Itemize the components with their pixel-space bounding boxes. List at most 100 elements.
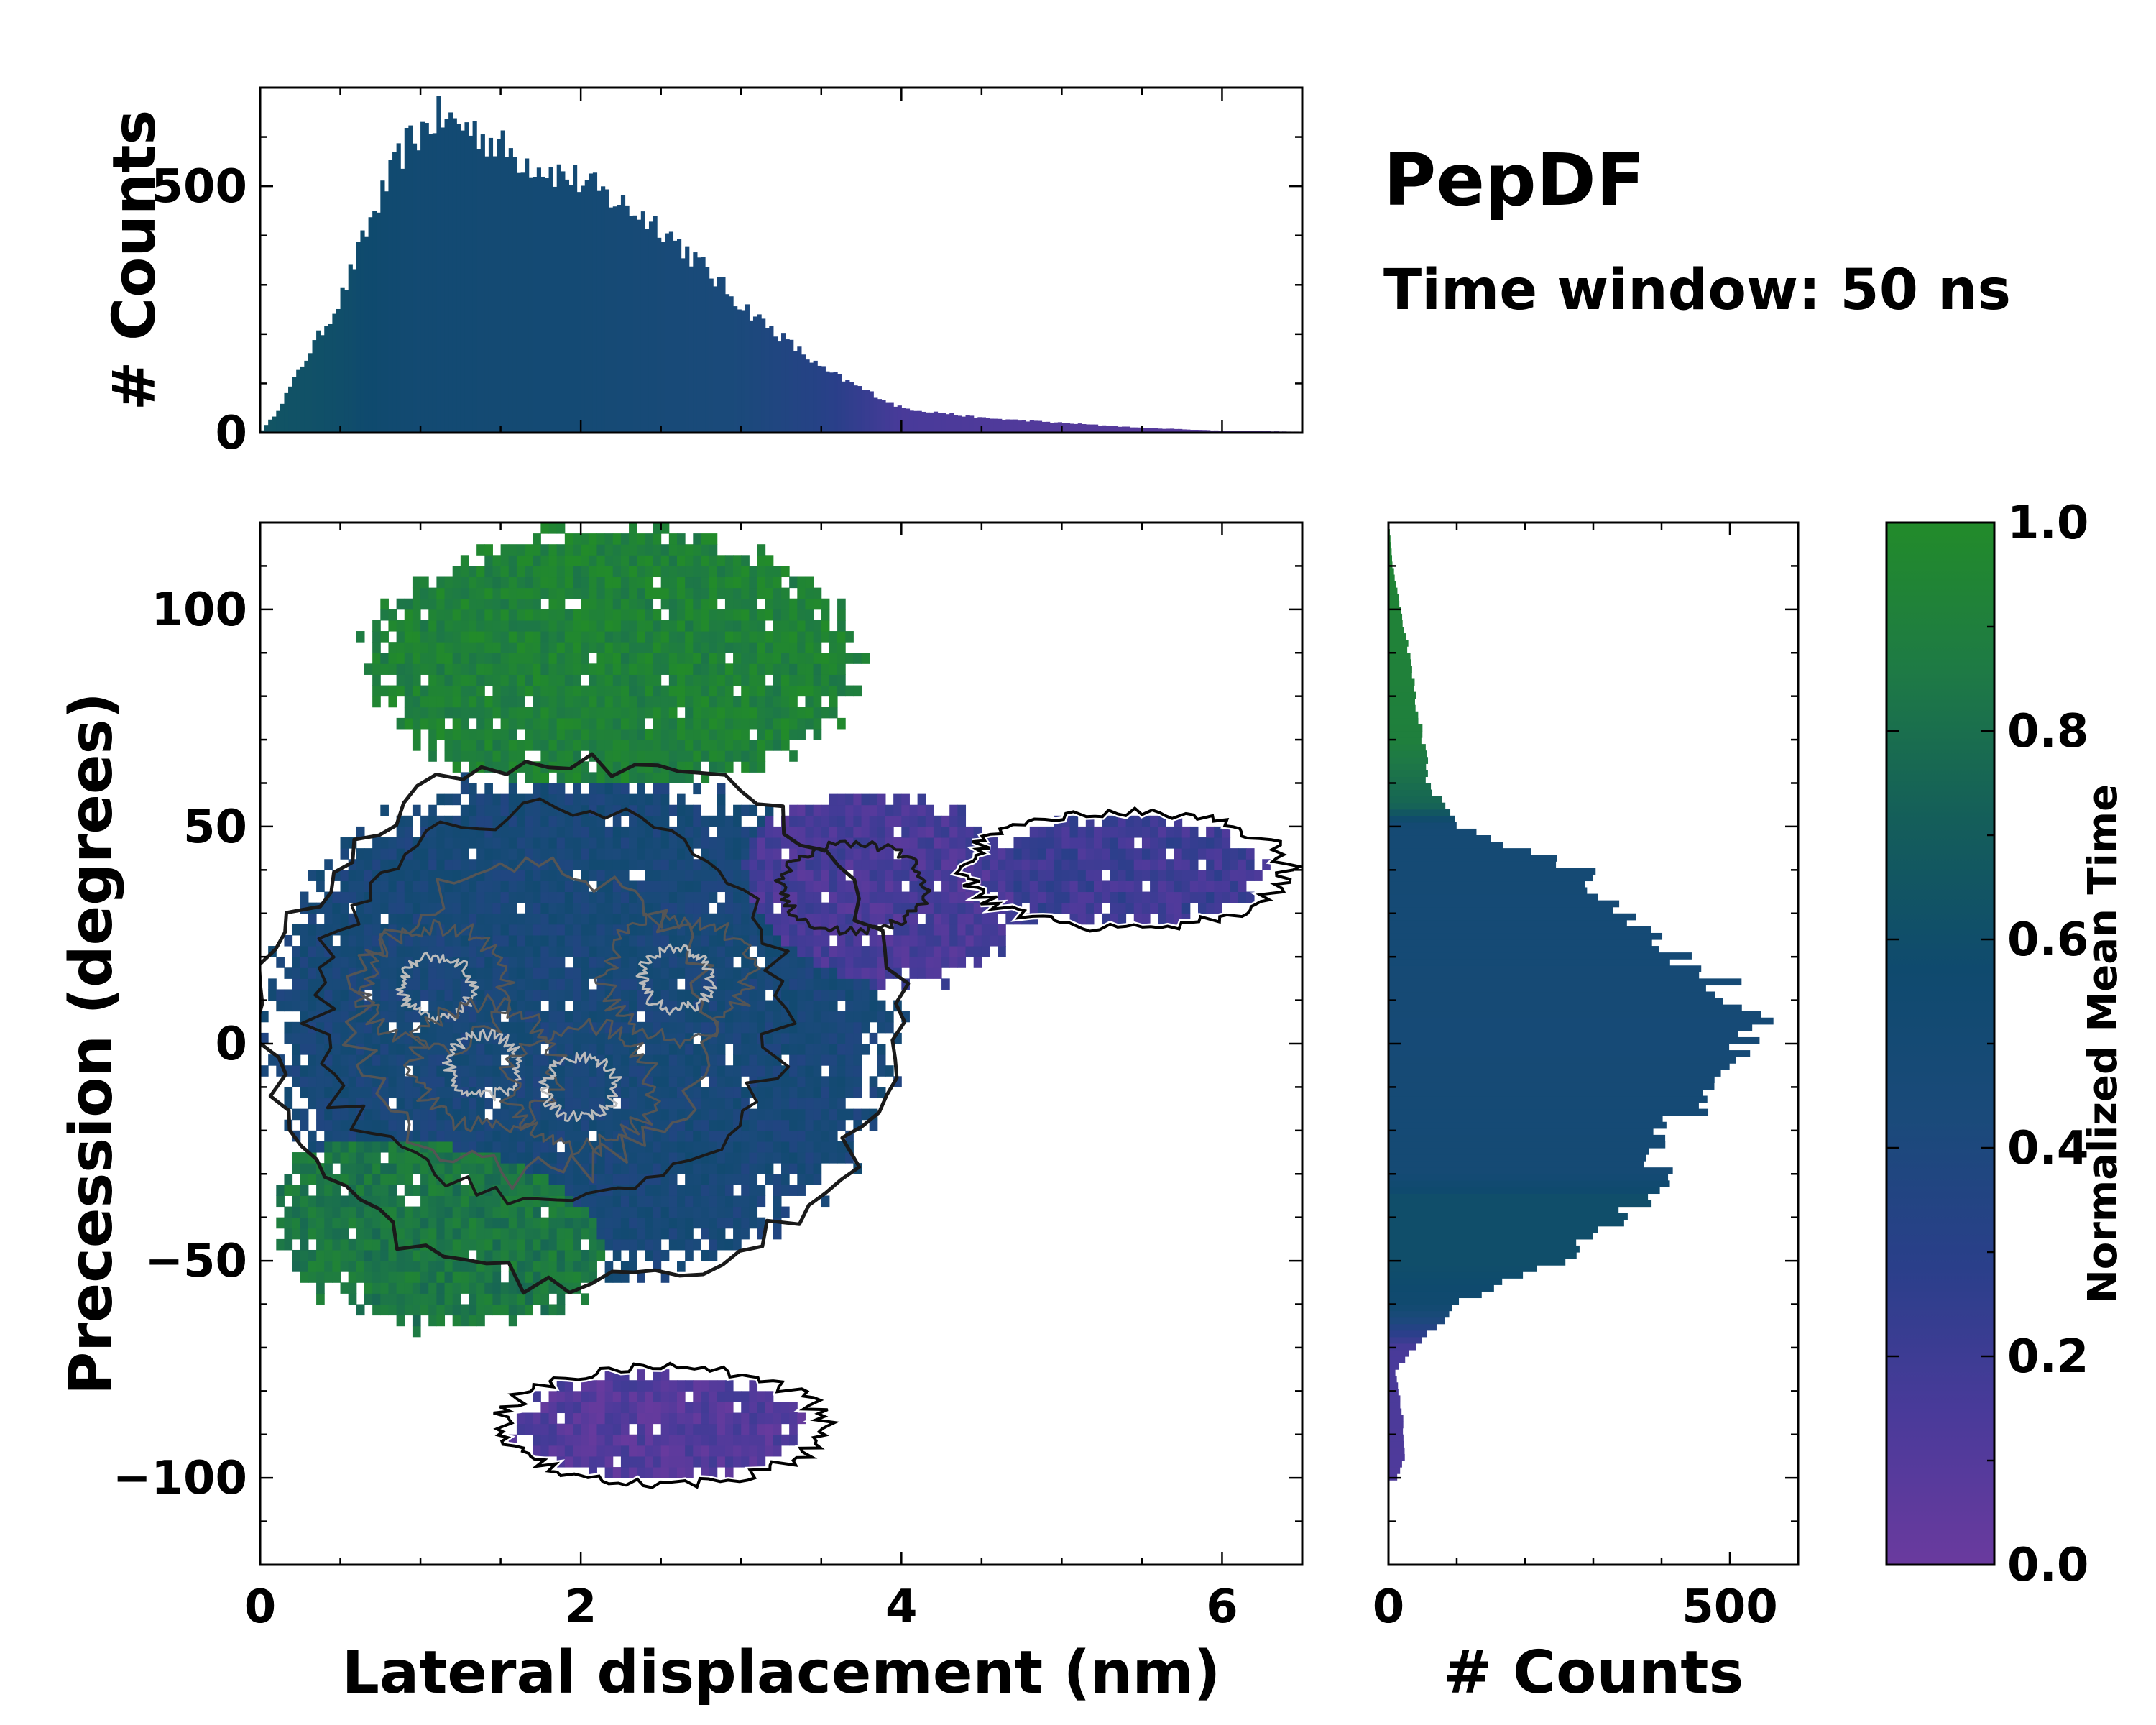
heatmap-cell: [476, 1304, 485, 1316]
heatmap-cell: [893, 913, 902, 925]
heatmap-cell: [693, 1391, 701, 1402]
heatmap-cell: [749, 1130, 758, 1142]
heatmap-cell: [292, 1130, 301, 1142]
heatmap-cell: [516, 1000, 525, 1012]
heatmap-cell: [404, 870, 413, 881]
top-histogram-bar: [1174, 428, 1179, 433]
heatmap-cell: [508, 1271, 517, 1283]
heatmap-cell: [789, 967, 798, 979]
heatmap-cell: [460, 870, 469, 881]
heatmap-cell: [460, 1000, 469, 1012]
heatmap-cell: [909, 859, 918, 870]
heatmap-cell: [677, 837, 686, 849]
heatmap-cell: [300, 946, 309, 957]
heatmap-cell: [637, 1455, 645, 1468]
heatmap-cell: [452, 1130, 461, 1142]
heatmap-cell: [332, 1141, 341, 1153]
heatmap-cell: [741, 566, 750, 578]
heatmap-cell: [469, 1217, 477, 1229]
heatmap-cell: [645, 663, 654, 675]
heatmap-cell: [604, 1141, 614, 1153]
heatmap-cell: [853, 1054, 862, 1066]
heatmap-cell: [356, 902, 365, 914]
heatmap-cell: [444, 740, 453, 751]
heatmap-cell: [620, 1380, 630, 1392]
top-histogram-bar: [1202, 430, 1207, 433]
heatmap-cell: [469, 783, 477, 795]
heatmap-cell: [677, 1119, 686, 1131]
heatmap-cell: [660, 1098, 670, 1110]
heatmap-cell: [412, 1282, 421, 1294]
heatmap-cell: [789, 978, 798, 990]
heatmap-cell: [476, 685, 485, 697]
heatmap-cell: [508, 1304, 517, 1316]
heatmap-cell: [589, 1098, 597, 1110]
heatmap-cell: [460, 1315, 469, 1327]
heatmap-cell: [525, 1000, 533, 1012]
heatmap-cell: [604, 1261, 614, 1272]
heatmap-cell: [308, 1206, 317, 1218]
heatmap-cell: [885, 891, 894, 903]
heatmap-cell: [316, 1271, 325, 1283]
heatmap-cell: [548, 859, 558, 870]
heatmap-cell: [861, 957, 870, 968]
heatmap-cell: [645, 598, 654, 610]
figure-title: PepDF: [1383, 138, 1645, 222]
heatmap-cell: [668, 978, 678, 990]
heatmap-cell: [476, 1228, 485, 1240]
heatmap-cell: [581, 1423, 589, 1435]
heatmap-cell: [533, 924, 541, 936]
heatmap-cell: [653, 804, 662, 816]
heatmap-cell: [637, 946, 645, 957]
heatmap-cell: [629, 1108, 637, 1121]
heatmap-cell: [677, 804, 686, 816]
heatmap-cell: [476, 1054, 485, 1066]
heatmap-cell: [525, 609, 533, 621]
heatmap-cell: [581, 1195, 589, 1208]
heatmap-cell: [749, 1163, 758, 1174]
top-histogram-bar: [432, 133, 437, 433]
heatmap-cell: [596, 891, 606, 903]
heatmap-cell: [797, 891, 806, 903]
top-histogram-bar: [264, 425, 269, 433]
heatmap-cell: [724, 957, 734, 968]
heatmap-cell: [645, 750, 654, 762]
heatmap-cell: [396, 1032, 405, 1044]
heatmap-cell: [829, 946, 838, 957]
heatmap-cell: [781, 1098, 790, 1110]
heatmap-cell: [717, 989, 726, 1001]
heatmap-cell: [573, 1044, 581, 1055]
heatmap-cell: [749, 576, 758, 589]
heatmap-cell: [660, 957, 670, 968]
heatmap-cell: [525, 1249, 533, 1261]
top-histogram-bar: [761, 318, 766, 433]
heatmap-cell: [589, 696, 597, 708]
heatmap-cell: [861, 815, 870, 827]
heatmap-cell: [717, 1032, 726, 1044]
heatmap-cell: [789, 663, 798, 675]
heatmap-cell: [797, 815, 806, 827]
heatmap-cell: [660, 1412, 670, 1425]
heatmap-cell: [484, 1206, 493, 1218]
heatmap-cell: [348, 1098, 357, 1110]
heatmap-cell: [484, 913, 493, 925]
top-histogram-bar: [849, 382, 854, 433]
heatmap-cell: [388, 1304, 397, 1316]
heatmap-cell: [741, 663, 750, 675]
heatmap-cell: [404, 859, 413, 870]
heatmap-cell: [1110, 913, 1118, 925]
heatmap-cell: [973, 934, 982, 947]
heatmap-cell: [460, 696, 469, 708]
heatmap-cell: [516, 642, 525, 653]
heatmap-cell: [653, 1412, 662, 1425]
heatmap-cell: [789, 1044, 798, 1055]
heatmap-cell: [645, 761, 654, 773]
heatmap-cell: [412, 848, 421, 860]
heatmap-cell: [733, 815, 742, 827]
heatmap-cell: [533, 631, 541, 643]
heatmap-cell: [525, 1412, 533, 1425]
heatmap-cell: [533, 1021, 541, 1034]
heatmap-cell: [645, 1217, 654, 1229]
top-histogram-bar: [573, 165, 578, 433]
heatmap-cell: [516, 924, 525, 936]
